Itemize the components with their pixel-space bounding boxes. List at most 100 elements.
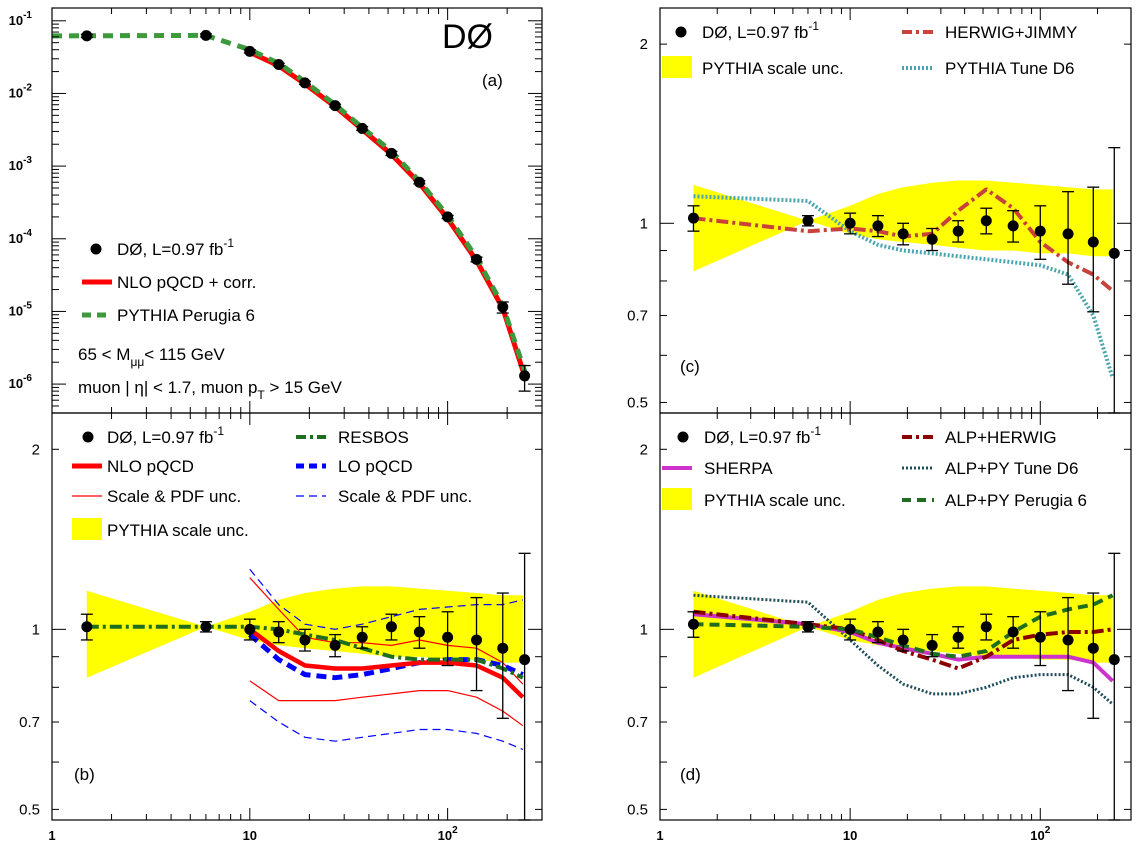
data-point	[442, 631, 454, 643]
x-tick-label: 102	[1030, 825, 1050, 843]
legend-c-data: DØ, L=0.97 fb-1	[702, 19, 819, 42]
y-tick-label: 2	[32, 441, 40, 458]
data-point	[413, 626, 425, 638]
y-tick-label: 0.5	[627, 394, 648, 411]
data-point	[81, 30, 93, 42]
data-point	[329, 639, 341, 651]
plot-frame	[51, 412, 543, 821]
panel-b: 1 10 102 0.5 0.7 1 2 (b) DØ, L=0.97 fb-1 NLO p…	[19, 412, 543, 843]
legend-b-lo: LO pQCD	[338, 457, 413, 476]
lo-unc-upper	[249, 568, 523, 630]
legend-b-band: PYTHIA scale unc.	[107, 521, 249, 540]
y-tick-label: 1	[640, 621, 648, 638]
x-tick-label: 102	[438, 825, 458, 843]
y-tick-label: 10-4	[9, 228, 33, 246]
legend-b-data-marker	[82, 431, 94, 443]
data-point	[952, 631, 964, 643]
mass-cut-note: 65 < Mμμ< 115 GeV	[78, 345, 225, 369]
legend-c-band: PYTHIA scale unc.	[702, 59, 844, 78]
y-tick-label: 0.5	[19, 801, 40, 818]
nlo-curve	[248, 627, 525, 699]
data-point	[413, 176, 425, 188]
legend-a-data: DØ, L=0.97 fb-1	[117, 236, 234, 259]
data-point	[471, 634, 483, 646]
panel-a-label: (a)	[482, 71, 503, 90]
legend-c-tuned6: PYTHIA Tune D6	[945, 59, 1074, 78]
y-tick-label: 10-1	[9, 10, 33, 28]
data-point	[897, 228, 909, 240]
plot-frame	[659, 412, 1132, 821]
y-tick-label: 0.7	[627, 307, 648, 324]
data-point	[1007, 626, 1019, 638]
legend-d-band: PYTHIA scale unc.	[704, 491, 846, 510]
legend-a-perugia: PYTHIA Perugia 6	[117, 306, 255, 325]
legend-d-alp-tuned6: ALP+PY Tune D6	[945, 459, 1078, 478]
x-tick-label: 10	[243, 828, 257, 843]
data-point	[1062, 634, 1074, 646]
data-point	[872, 220, 884, 232]
data-point	[200, 29, 212, 41]
nlo-unc-upper	[249, 577, 524, 685]
data-point	[1034, 225, 1046, 237]
panel-a: 10-1 10-2 10-3 10-4 10-5 10-6 DØ (a) DØ, L=0.…	[9, 7, 543, 414]
panel-c-label: (c)	[680, 357, 700, 376]
nlo-curve	[248, 49, 529, 382]
legend-c: DØ, L=0.97 fb-1 PYTHIA scale unc. HERWIG…	[662, 19, 1077, 78]
data-point	[980, 215, 992, 227]
data-point	[1034, 631, 1046, 643]
y-tick-label: 2	[640, 441, 648, 458]
y-tick-label: 10-5	[9, 300, 33, 318]
y-tick-label: 10-3	[9, 155, 33, 173]
data-point	[844, 623, 856, 635]
panel-d: 1 10 102 0.5 0.7 1 2 (d) DØ, L=0.97 fb-1 SHERP…	[627, 412, 1132, 843]
data-point	[1087, 236, 1099, 248]
data-point	[1108, 654, 1120, 666]
data-point	[329, 100, 341, 112]
data-point	[952, 225, 964, 237]
data-point	[244, 623, 256, 635]
data-point	[1062, 228, 1074, 240]
legend-a-nlo: NLO pQCD + corr.	[117, 273, 256, 292]
legend-b-data: DØ, L=0.97 fb-1	[107, 424, 224, 447]
lo-unc-lower	[249, 700, 524, 750]
legend-d: DØ, L=0.97 fb-1 SHERPA PYTHIA scale unc.…	[662, 424, 1087, 510]
legend-d-data-marker	[677, 431, 689, 443]
y-tick-label: 0.7	[627, 714, 648, 731]
legend-a-data-marker	[90, 243, 102, 255]
y-tick-label: 0.7	[19, 714, 40, 731]
data-point	[471, 253, 483, 265]
data-point	[687, 212, 699, 224]
legend-b-lo-unc: Scale & PDF unc.	[338, 487, 472, 506]
legend-b: DØ, L=0.97 fb-1 NLO pQCD Scale & PDF unc…	[72, 424, 472, 540]
y-tick-label: 2	[640, 36, 648, 53]
data-point	[497, 642, 509, 654]
panel-c: 0.5 0.7 1 2 (c) DØ, L=0.97 fb-1 PYTHIA scal…	[627, 7, 1132, 414]
y-tick-label: 10-6	[9, 373, 33, 391]
legend-d-alp-perugia6: ALP+PY Perugia 6	[945, 491, 1087, 510]
data-point	[926, 639, 938, 651]
data-point	[926, 233, 938, 245]
legend-c-herwig: HERWIG+JIMMY	[945, 23, 1077, 42]
panel-b-label: (b)	[74, 765, 95, 784]
data-point	[356, 122, 368, 134]
x-tick-label: 1	[656, 828, 663, 843]
y-tick-label: 0.5	[627, 801, 648, 818]
data-point	[872, 626, 884, 638]
data-point	[299, 77, 311, 89]
y-tick-label: 1	[32, 621, 40, 638]
data-point	[687, 618, 699, 630]
legend-b-band-swatch	[72, 518, 102, 540]
data-point	[897, 634, 909, 646]
data-point	[802, 215, 814, 227]
x-tick-label: 10	[843, 828, 857, 843]
nlo-unc-lower	[249, 680, 524, 727]
data-point	[273, 59, 285, 71]
data-point	[980, 621, 992, 633]
data-point	[385, 621, 397, 633]
x-tick-label: 1	[48, 828, 55, 843]
legend-d-band-swatch	[662, 488, 692, 510]
data-point	[299, 634, 311, 646]
data-point	[1087, 642, 1099, 654]
data-point	[497, 301, 509, 313]
